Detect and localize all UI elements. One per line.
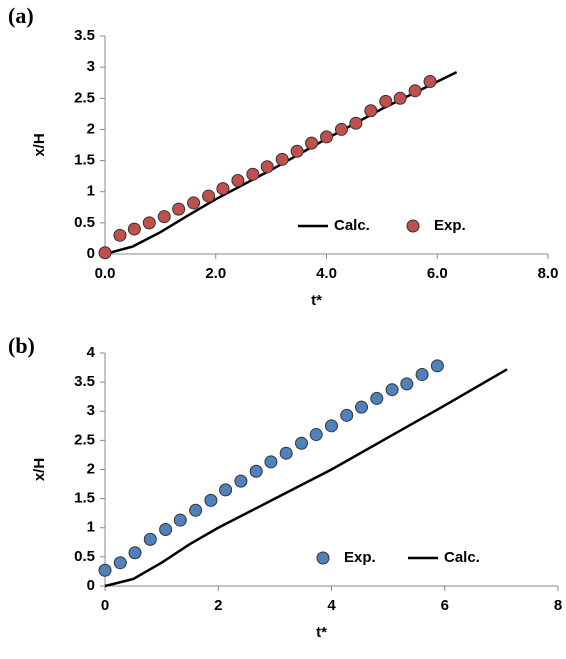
x-tick-label: 4 bbox=[327, 597, 336, 614]
y-tick-label: 3 bbox=[87, 58, 95, 75]
exp-point bbox=[305, 136, 319, 150]
exp-point bbox=[202, 189, 216, 203]
exp-point bbox=[113, 556, 127, 570]
exp-point bbox=[290, 144, 304, 158]
exp-point bbox=[98, 563, 112, 577]
exp-point bbox=[98, 246, 112, 260]
exp-point bbox=[249, 464, 263, 478]
y-tick-label: 0 bbox=[87, 577, 95, 594]
legend-label: Exp. bbox=[434, 217, 466, 234]
y-tick-label: 2.5 bbox=[74, 89, 95, 106]
y-tick-label: 2.5 bbox=[74, 431, 95, 448]
exp-point bbox=[430, 359, 444, 373]
legend-label: Calc. bbox=[444, 549, 480, 566]
exp-point bbox=[246, 167, 260, 181]
exp-point bbox=[127, 222, 141, 236]
panel-label: (a) bbox=[8, 3, 34, 28]
exp-point bbox=[349, 116, 363, 130]
exp-point bbox=[320, 130, 333, 144]
exp-point bbox=[309, 428, 323, 442]
y-tick-label: 0.5 bbox=[74, 214, 95, 231]
exp-point bbox=[325, 419, 338, 433]
exp-point bbox=[379, 94, 393, 108]
exp-point bbox=[364, 104, 378, 118]
y-tick-label: 4 bbox=[87, 344, 96, 361]
calc-line bbox=[104, 368, 508, 588]
exp-point bbox=[142, 216, 156, 230]
exp-point bbox=[408, 84, 422, 98]
legend-marker bbox=[406, 219, 420, 233]
x-axis-title: t* bbox=[311, 292, 322, 309]
exp-point bbox=[172, 202, 186, 216]
exp-point bbox=[334, 122, 348, 136]
x-tick-label: 8 bbox=[554, 597, 562, 614]
exp-point bbox=[260, 160, 274, 174]
exp-point bbox=[189, 503, 203, 517]
y-axis-title: x/H bbox=[31, 458, 48, 481]
x-axis-title: t* bbox=[316, 624, 327, 641]
exp-point bbox=[128, 546, 142, 560]
exp-point bbox=[219, 483, 233, 497]
exp-point bbox=[340, 408, 354, 422]
y-tick-label: 2 bbox=[87, 120, 95, 137]
exp-point bbox=[216, 182, 230, 196]
panel-label: (b) bbox=[8, 333, 35, 358]
y-tick-label: 3.5 bbox=[74, 27, 95, 44]
exp-point bbox=[173, 513, 187, 527]
exp-point bbox=[400, 377, 414, 391]
exp-point bbox=[355, 400, 369, 414]
x-tick-label: 8.0 bbox=[538, 265, 559, 282]
y-tick-label: 3.5 bbox=[74, 373, 95, 390]
x-tick-label: 2 bbox=[214, 597, 222, 614]
y-tick-label: 1 bbox=[87, 183, 95, 200]
y-tick-label: 0.5 bbox=[74, 548, 95, 565]
exp-point bbox=[393, 91, 407, 105]
y-tick-label: 3 bbox=[87, 402, 95, 419]
calc-line bbox=[104, 71, 458, 256]
y-tick-label: 1.5 bbox=[74, 152, 95, 169]
y-tick-label: 0 bbox=[87, 245, 95, 262]
x-tick-label: 0 bbox=[101, 597, 109, 614]
legend-label: Calc. bbox=[334, 217, 370, 234]
exp-point bbox=[275, 152, 289, 166]
exp-point bbox=[234, 474, 248, 488]
exp-point bbox=[294, 436, 308, 450]
exp-point bbox=[279, 446, 293, 460]
y-axis-title: x/H bbox=[31, 133, 48, 156]
legend-marker bbox=[316, 551, 330, 565]
y-tick-label: 1 bbox=[87, 519, 95, 536]
x-tick-label: 2.0 bbox=[205, 265, 226, 282]
exp-point bbox=[415, 368, 429, 382]
y-tick-label: 2 bbox=[87, 460, 95, 477]
exp-point bbox=[113, 228, 127, 242]
exp-point bbox=[423, 74, 437, 88]
exp-point bbox=[159, 522, 173, 536]
x-tick-label: 6.0 bbox=[427, 265, 448, 282]
x-tick-label: 6 bbox=[441, 597, 449, 614]
legend-label: Exp. bbox=[344, 549, 376, 566]
exp-point bbox=[231, 174, 245, 188]
x-tick-label: 0.0 bbox=[95, 265, 116, 282]
exp-point bbox=[385, 383, 399, 397]
exp-point bbox=[157, 210, 171, 224]
y-tick-label: 1.5 bbox=[74, 490, 95, 507]
exp-point bbox=[187, 196, 201, 210]
exp-point bbox=[204, 493, 218, 507]
exp-point bbox=[143, 532, 157, 546]
x-tick-label: 4.0 bbox=[316, 265, 337, 282]
exp-point bbox=[370, 391, 384, 405]
exp-point bbox=[264, 455, 278, 469]
